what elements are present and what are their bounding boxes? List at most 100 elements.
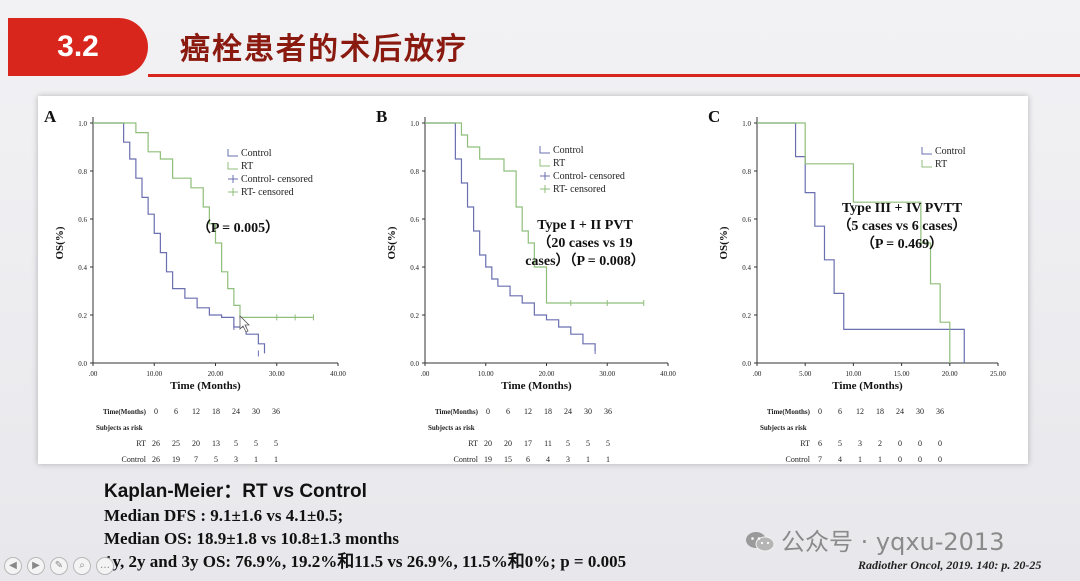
risk-value: 5: [254, 439, 258, 448]
x-tick-label: 20.00: [208, 370, 224, 378]
risk-time-value: 6: [506, 407, 510, 416]
summary-line-dfs: Median DFS : 9.1±1.6 vs 4.1±0.5;: [104, 506, 344, 525]
risk-value: 6: [526, 455, 530, 464]
search-icon[interactable]: ⌕: [73, 557, 91, 575]
risk-value: 13: [212, 439, 220, 448]
km-figure: A 0.0 0.2 0.4 0.6 0.8 1.0.00 10.00 20.00 30.00 40.…: [38, 96, 1028, 464]
risk-time-value: 36: [604, 407, 612, 416]
series-line-rt: [425, 122, 644, 304]
risk-subjects-label: Subjects as risk: [760, 424, 807, 432]
legend-label: Control- censored: [241, 174, 313, 185]
risk-time-value: 24: [232, 407, 240, 416]
edit-icon[interactable]: ✎: [50, 557, 68, 575]
risk-value: 19: [172, 455, 180, 464]
chart-annotation: Type I + II PVT: [537, 218, 633, 233]
risk-value: 7: [818, 455, 822, 464]
y-tick-label: 1.0: [410, 120, 419, 128]
x-tick-label: 10.00: [478, 370, 494, 378]
chart-annotation: （20 cases vs 19: [537, 235, 632, 251]
risk-subjects-label: Subjects as risk: [96, 424, 143, 432]
legend-swatch: [921, 147, 932, 155]
y-tick-label: 0.0: [78, 360, 87, 368]
km-panel-b: B 0.0 0.2 0.4 0.6 0.8 1.0 .00 10.00 20.00 30.00 40.…: [376, 107, 676, 464]
risk-value: 20: [192, 439, 200, 448]
section-band: [8, 18, 148, 76]
y-tick-label: 0.2: [742, 312, 751, 320]
risk-row-label: RT: [468, 439, 478, 448]
legend-label: RT: [935, 159, 947, 170]
risk-value: 5: [274, 439, 278, 448]
x-tick-label: .00: [421, 370, 430, 378]
legend-label: Control: [241, 148, 272, 159]
summary-line-survival: 1y, 2y and 3y OS: 76.9%, 19.2%和11.5 vs 2…: [104, 552, 627, 571]
legend-label: RT: [553, 158, 565, 169]
y-axis-label: OS(%): [386, 226, 398, 259]
risk-value: 5: [566, 439, 570, 448]
risk-value: 0: [898, 439, 902, 448]
risk-time-label: Time(Months): [435, 408, 479, 416]
legend-label: RT- censored: [241, 187, 294, 198]
legend-swatch: [539, 146, 550, 154]
chart-annotation: （P = 0.005）: [197, 220, 279, 236]
y-tick-label: 0.6: [410, 216, 419, 224]
risk-value: 0: [918, 455, 922, 464]
x-tick-label: 5.00: [799, 370, 812, 378]
risk-value: 4: [546, 455, 550, 464]
risk-time-value: 24: [896, 407, 904, 416]
risk-time-value: 12: [192, 407, 200, 416]
legend-swatch: [227, 149, 238, 157]
risk-time-label: Time(Months): [767, 408, 811, 416]
chart-annotation: cases）（P = 0.008）: [525, 253, 645, 269]
risk-row-label: Control: [454, 455, 479, 464]
risk-value: 1: [586, 455, 590, 464]
series-line-control: [93, 122, 266, 354]
risk-time-value: 30: [252, 407, 260, 416]
risk-time-value: 12: [524, 407, 532, 416]
next-icon[interactable]: ▶: [27, 557, 45, 575]
y-tick-label: 0.4: [78, 264, 87, 272]
y-tick-label: 0.8: [410, 168, 419, 176]
prev-icon[interactable]: ◀: [4, 557, 22, 575]
series-line-rt: [757, 122, 951, 363]
y-tick-label: 1.0: [78, 120, 87, 128]
menu-icon[interactable]: …: [96, 557, 114, 575]
x-axis-label: Time (Months): [501, 380, 572, 392]
wechat-icon: [746, 532, 775, 552]
risk-value: 11: [544, 439, 552, 448]
y-tick-label: 0.0: [410, 360, 419, 368]
mouse-cursor: [239, 315, 250, 333]
x-tick-label: 30.00: [269, 370, 285, 378]
x-axis-label: Time (Months): [832, 380, 903, 392]
risk-time-value: 36: [936, 407, 944, 416]
risk-value: 1: [274, 455, 278, 464]
risk-value: 1: [858, 455, 862, 464]
slide-title: 癌栓患者的术后放疗: [180, 32, 468, 67]
y-tick-label: 0.4: [410, 264, 419, 272]
risk-subjects-label: Subjects as risk: [428, 424, 475, 432]
y-tick-label: 1.0: [742, 120, 751, 128]
y-tick-label: 0.6: [78, 216, 87, 224]
x-tick-label: 20.00: [539, 370, 555, 378]
risk-time-value: 24: [564, 407, 572, 416]
risk-value: 26: [152, 439, 160, 448]
risk-value: 25: [172, 439, 180, 448]
risk-time-value: 12: [856, 407, 864, 416]
risk-value: 1: [254, 455, 258, 464]
panel-label: C: [708, 107, 720, 126]
risk-value: 4: [838, 455, 842, 464]
risk-time-value: 0: [486, 407, 490, 416]
y-tick-label: 0.2: [78, 312, 87, 320]
panel-label: B: [376, 107, 387, 126]
y-tick-label: 0.4: [742, 264, 751, 272]
risk-value: 3: [566, 455, 570, 464]
series-line-rt: [93, 122, 314, 318]
risk-time-value: 30: [584, 407, 592, 416]
risk-value: 5: [606, 439, 610, 448]
watermark: 公众号 · yqxu-2013: [745, 522, 1004, 557]
x-tick-label: 30.00: [599, 370, 615, 378]
risk-value: 0: [938, 439, 942, 448]
risk-value: 19: [484, 455, 492, 464]
risk-value: 0: [918, 439, 922, 448]
chart-annotation: （5 cases vs 6 cases）: [837, 218, 966, 234]
